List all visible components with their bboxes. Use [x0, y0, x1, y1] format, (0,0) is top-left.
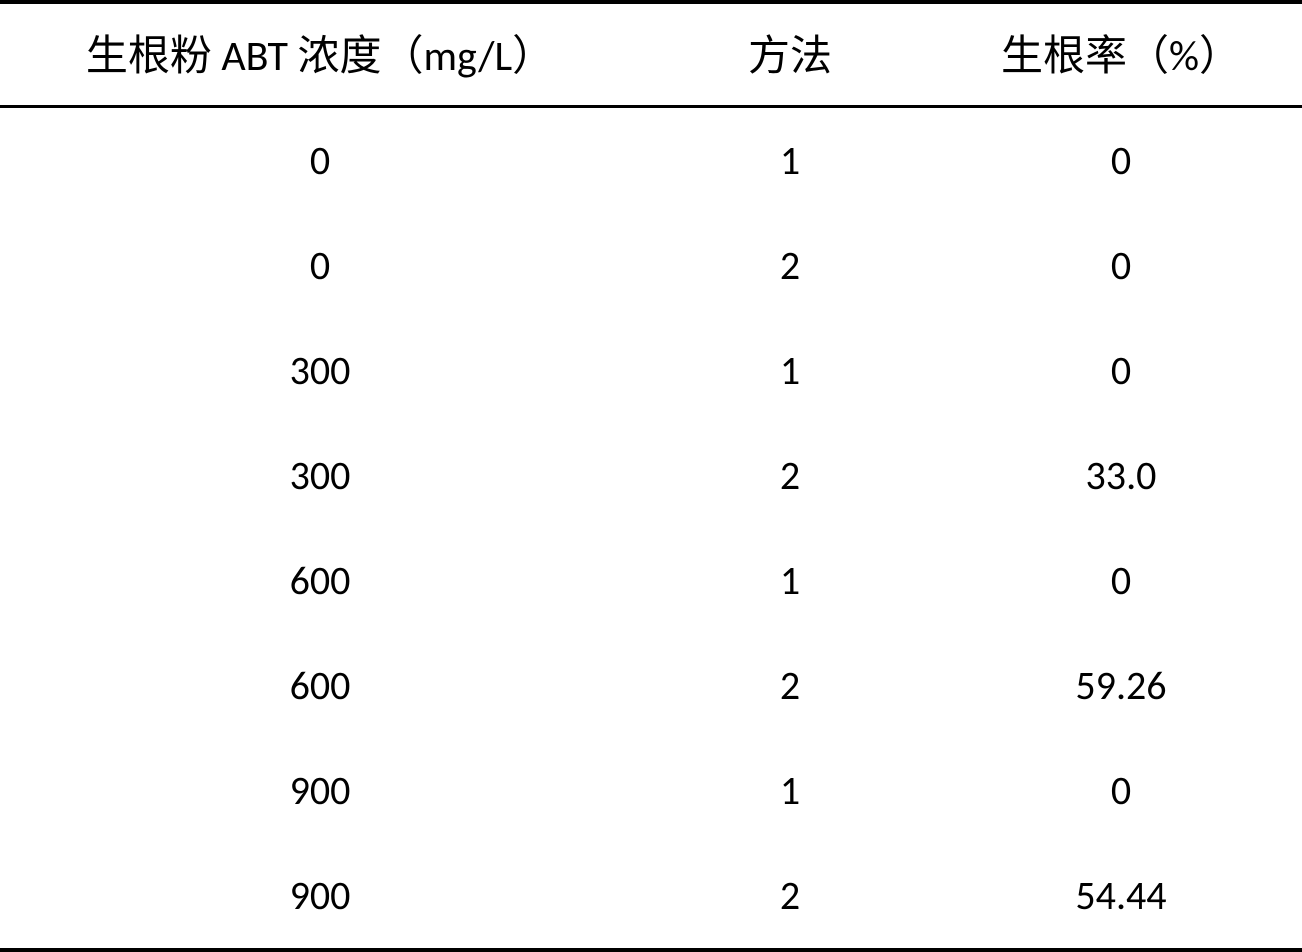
cell-method: 1	[640, 107, 940, 214]
data-table-container: 生根粉 ABT 浓度（mg/L） 方法 生根率（%） 0 1 0 0 2 0	[0, 0, 1302, 952]
header-text: 生根率（	[1001, 34, 1169, 80]
table-row: 0 1 0	[0, 107, 1302, 214]
header-text: ）	[1199, 34, 1241, 80]
table-row: 300 1 0	[0, 318, 1302, 423]
cell-rate: 33.0	[940, 423, 1302, 528]
header-text: mg/L	[423, 31, 512, 82]
cell-concentration: 900	[0, 738, 640, 843]
header-text: %	[1169, 31, 1199, 82]
cell-method: 2	[640, 213, 940, 318]
cell-method: 2	[640, 423, 940, 528]
cell-concentration: 900	[0, 843, 640, 950]
col-header-rooting-rate: 生根率（%）	[940, 2, 1302, 107]
cell-concentration: 0	[0, 107, 640, 214]
cell-method: 2	[640, 633, 940, 738]
table-row: 0 2 0	[0, 213, 1302, 318]
table-row: 900 1 0	[0, 738, 1302, 843]
table-header-row: 生根粉 ABT 浓度（mg/L） 方法 生根率（%）	[0, 2, 1302, 107]
cell-rate: 0	[940, 107, 1302, 214]
header-text: ）	[512, 34, 554, 80]
col-header-method: 方法	[640, 2, 940, 107]
header-text: 生根粉	[86, 34, 212, 80]
table-body: 0 1 0 0 2 0 300 1 0 300 2 33.0 600 1	[0, 107, 1302, 951]
cell-method: 2	[640, 843, 940, 950]
cell-rate: 0	[940, 318, 1302, 423]
table-row: 600 2 59.26	[0, 633, 1302, 738]
cell-rate: 54.44	[940, 843, 1302, 950]
cell-rate: 59.26	[940, 633, 1302, 738]
cell-method: 1	[640, 528, 940, 633]
cell-concentration: 300	[0, 423, 640, 528]
table-row: 300 2 33.0	[0, 423, 1302, 528]
cell-method: 1	[640, 738, 940, 843]
rooting-rate-table: 生根粉 ABT 浓度（mg/L） 方法 生根率（%） 0 1 0 0 2 0	[0, 0, 1302, 952]
table-row: 600 1 0	[0, 528, 1302, 633]
header-text: 方法	[748, 34, 832, 80]
cell-concentration: 600	[0, 528, 640, 633]
cell-concentration: 0	[0, 213, 640, 318]
table-row: 900 2 54.44	[0, 843, 1302, 950]
cell-rate: 0	[940, 528, 1302, 633]
cell-rate: 0	[940, 738, 1302, 843]
cell-concentration: 600	[0, 633, 640, 738]
cell-rate: 0	[940, 213, 1302, 318]
cell-method: 1	[640, 318, 940, 423]
cell-concentration: 300	[0, 318, 640, 423]
header-text: 浓度（	[297, 34, 423, 80]
header-text: ABT	[212, 31, 298, 82]
col-header-concentration: 生根粉 ABT 浓度（mg/L）	[0, 2, 640, 107]
